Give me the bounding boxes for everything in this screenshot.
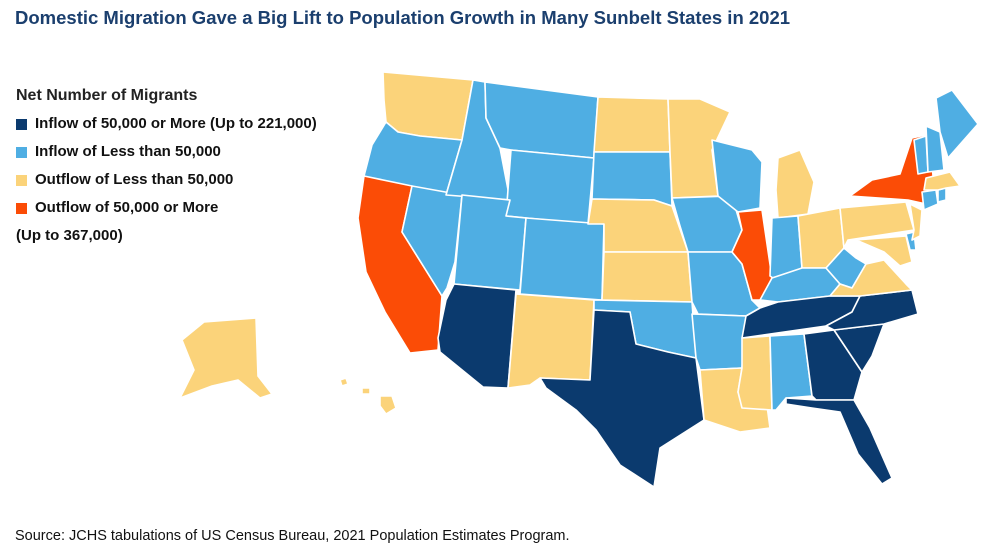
legend-label-outflow-large-line1: Outflow of 50,000 or More <box>35 199 219 216</box>
state-alaska <box>179 317 273 399</box>
state-new-jersey <box>909 203 923 241</box>
state-connecticut <box>921 189 939 211</box>
state-maryland <box>855 235 913 267</box>
legend-item-inflow-small: Inflow of Less than 50,000 <box>16 143 317 161</box>
legend: Net Number of Migrants Inflow of 50,000 … <box>16 87 317 255</box>
state-north-carolina <box>825 289 919 331</box>
state-wyoming <box>505 149 595 225</box>
state-arkansas <box>691 313 747 371</box>
state-south-dakota <box>591 151 673 207</box>
state-mississippi <box>737 335 773 411</box>
state-maine <box>935 89 979 159</box>
source-note: Source: JCHS tabulations of US Census Bu… <box>15 528 570 544</box>
legend-item-outflow-small: Outflow of Less than 50,000 <box>16 171 317 189</box>
legend-title: Net Number of Migrants <box>16 87 198 104</box>
legend-label-inflow-small: Inflow of Less than 50,000 <box>35 143 221 160</box>
us-state-map <box>179 71 979 488</box>
state-colorado <box>519 217 605 301</box>
state-pennsylvania <box>839 201 915 249</box>
state-illinois <box>731 209 773 301</box>
state-kansas <box>601 251 693 303</box>
state-new-mexico <box>507 293 595 389</box>
legend-label-inflow-large: Inflow of 50,000 or More (Up to 221,000) <box>35 115 317 132</box>
legend-swatch-inflow-large <box>16 119 27 130</box>
state-virginia <box>829 259 913 297</box>
legend-swatch-inflow-small <box>16 147 27 158</box>
legend-label-outflow-small: Outflow of Less than 50,000 <box>35 171 234 188</box>
chart-title: Domestic Migration Gave a Big Lift to Po… <box>15 7 791 28</box>
legend-item-inflow-large: Inflow of 50,000 or More (Up to 221,000) <box>16 115 317 133</box>
state-hawaii <box>339 377 397 415</box>
state-wisconsin <box>711 139 763 213</box>
state-florida <box>785 397 893 485</box>
state-montana <box>484 81 599 159</box>
state-massachusetts <box>923 171 961 191</box>
legend-label-outflow-large: Outflow of 50,000 or More (Up to 367,000… <box>16 199 219 245</box>
state-arizona <box>437 283 517 389</box>
state-new-hampshire <box>925 125 945 173</box>
state-texas <box>539 309 705 488</box>
legend-swatch-outflow-small <box>16 175 27 186</box>
legend-label-outflow-large-line2: (Up to 367,000) <box>16 227 123 244</box>
state-north-dakota <box>593 96 671 153</box>
legend-item-outflow-large: Outflow of 50,000 or More (Up to 367,000… <box>16 199 317 245</box>
state-michigan <box>775 149 815 219</box>
legend-swatch-outflow-large <box>16 203 27 214</box>
